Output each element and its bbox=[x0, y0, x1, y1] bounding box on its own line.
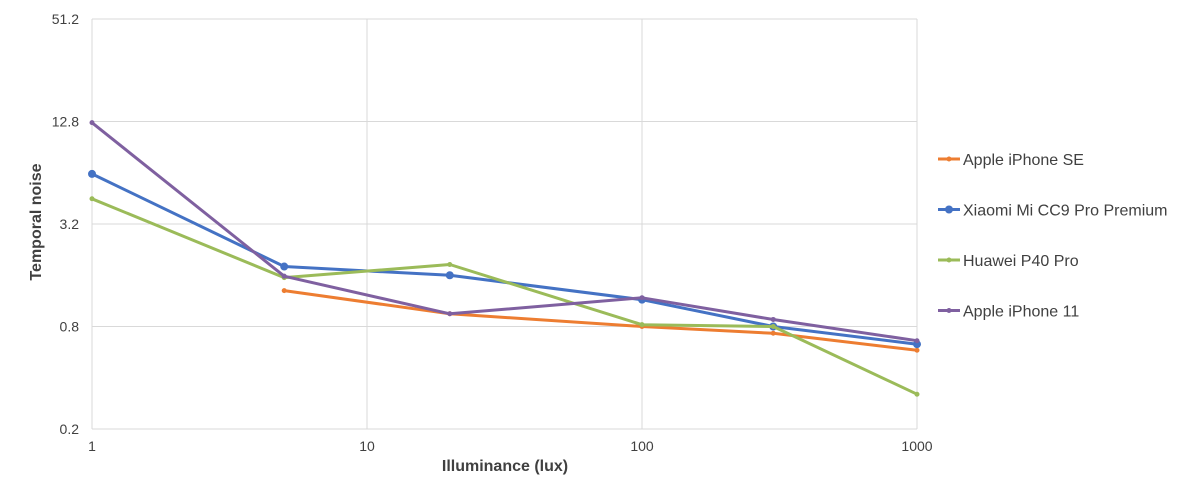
data-point bbox=[445, 271, 454, 280]
y-axis-title: Temporal noise bbox=[28, 163, 45, 280]
legend-swatch-marker bbox=[946, 156, 952, 162]
legend-item: Huawei P40 Pro bbox=[938, 253, 1079, 270]
data-point bbox=[639, 322, 645, 328]
data-point bbox=[89, 196, 95, 202]
data-point bbox=[281, 273, 287, 279]
series-3 bbox=[89, 120, 920, 344]
series-layer bbox=[88, 120, 921, 397]
legend-item: Apple iPhone SE bbox=[938, 152, 1084, 169]
data-point bbox=[89, 120, 95, 126]
x-axis-title: Illuminance (lux) bbox=[442, 458, 568, 475]
series-line bbox=[282, 289, 919, 352]
tick-labels: 1 10 100 1000 0.2 0.8 3.2 12.8 51.2 bbox=[52, 11, 933, 454]
data-point bbox=[914, 391, 920, 397]
data-point bbox=[280, 262, 289, 271]
legend-label: Huawei P40 Pro bbox=[963, 253, 1079, 270]
legend: Apple iPhone SE Xiaomi Mi CC9 Pro Premium… bbox=[938, 152, 1167, 321]
legend-item: Xiaomi Mi CC9 Pro Premium bbox=[938, 203, 1167, 220]
data-point bbox=[914, 347, 920, 353]
legend-label: Xiaomi Mi CC9 Pro Premium bbox=[963, 203, 1167, 220]
legend-item: Apple iPhone 11 bbox=[938, 304, 1079, 321]
x-tick-label: 1000 bbox=[901, 438, 932, 454]
data-point bbox=[281, 288, 287, 294]
legend-swatch-marker bbox=[946, 308, 952, 313]
legend-swatch-marker bbox=[946, 257, 952, 263]
data-point bbox=[447, 262, 453, 268]
data-point bbox=[88, 169, 96, 178]
y-tick-label: 0.8 bbox=[60, 319, 80, 335]
y-tick-label: 12.8 bbox=[52, 114, 79, 130]
series-line bbox=[90, 197, 919, 396]
data-point bbox=[770, 316, 776, 322]
grid bbox=[91, 18, 918, 430]
series-2 bbox=[89, 196, 920, 397]
legend-label: Apple iPhone 11 bbox=[963, 304, 1079, 321]
series-line bbox=[90, 121, 919, 343]
data-point bbox=[770, 330, 776, 336]
y-tick-label: 51.2 bbox=[52, 11, 79, 27]
data-point bbox=[447, 311, 453, 317]
legend-label: Apple iPhone SE bbox=[963, 152, 1084, 169]
data-point bbox=[914, 338, 920, 344]
y-tick-label: 3.2 bbox=[60, 216, 80, 232]
data-point bbox=[639, 295, 645, 301]
legend-swatch-marker bbox=[945, 205, 953, 214]
y-tick-label: 0.2 bbox=[60, 421, 80, 437]
data-point bbox=[770, 324, 776, 329]
x-tick-label: 1 bbox=[88, 438, 96, 454]
x-tick-label: 10 bbox=[359, 438, 375, 454]
x-tick-label: 100 bbox=[630, 438, 654, 454]
